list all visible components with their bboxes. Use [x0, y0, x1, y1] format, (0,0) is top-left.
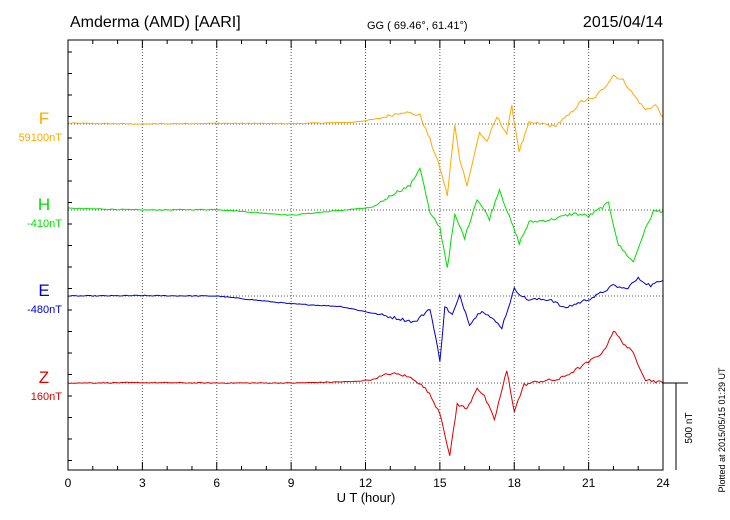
series-name-z: Z: [39, 368, 49, 387]
x-tick-label: 9: [288, 476, 295, 490]
series-line-e: [67, 276, 664, 362]
series-name-f: F: [39, 109, 49, 128]
x-axis-label: U T (hour): [337, 490, 396, 505]
scale-bar-label: 500 nT: [684, 412, 695, 443]
series-baseline-h: -410nT: [27, 218, 62, 230]
x-tick-label: 6: [213, 476, 220, 490]
series-labels: F 59100nT H -410nT E -480nT Z 160nT: [19, 109, 63, 403]
x-tick-label: 24: [656, 476, 670, 490]
series-line-z: [67, 330, 664, 456]
x-tick-label: 12: [359, 476, 373, 490]
station-coordinates: GG ( 69.46°, 61.41°): [367, 20, 468, 32]
station-title: Amderma (AMD) [AARI]: [70, 14, 241, 31]
plotted-note: Plotted at 2015/05/15 01:29 UT: [717, 367, 727, 493]
x-tick-label: 18: [508, 476, 522, 490]
x-tick-label: 0: [65, 476, 72, 490]
series-name-h: H: [38, 195, 50, 214]
series-name-e: E: [38, 281, 49, 300]
series-baseline-f: 59100nT: [19, 132, 63, 144]
x-tick-label: 15: [433, 476, 447, 490]
chart-date: 2015/04/14: [583, 14, 663, 31]
series-line-f: [67, 74, 664, 197]
series-baseline-e: -480nT: [27, 304, 62, 316]
x-tick-label: 3: [139, 476, 146, 490]
series-baseline-z: 160nT: [31, 391, 62, 403]
x-tick-label: 21: [582, 476, 596, 490]
scale-bar: 500 nT: [663, 382, 695, 470]
series-traces: [67, 74, 664, 456]
series-line-h: [67, 167, 664, 268]
x-axis: 0 3 6 9 12 15 18 21 24: [65, 40, 670, 490]
